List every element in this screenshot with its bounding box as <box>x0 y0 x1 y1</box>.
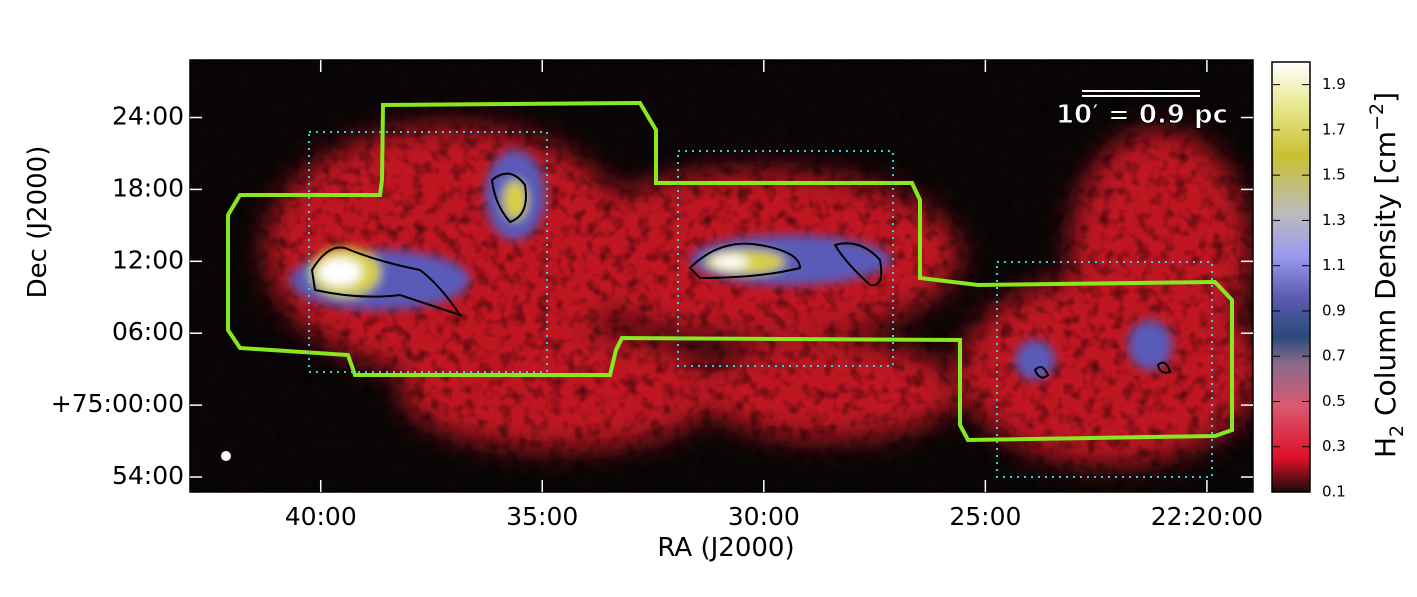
column-density-map: 10′ = 0.9 pc <box>190 60 1253 492</box>
label-part: Column Density [cm <box>1369 131 1402 425</box>
y-tick-label: 54:00 <box>112 461 184 490</box>
y-tick-label: 18:00 <box>112 173 184 202</box>
x-tick-label: 30:00 <box>728 502 800 531</box>
colorbar-tick-label: 1.9 <box>1322 75 1346 93</box>
x-tick-label: 25:00 <box>949 502 1021 531</box>
x-tick-label: 35:00 <box>506 502 578 531</box>
y-tick-label: 12:00 <box>112 245 184 274</box>
scale-bar-label: 10′ = 0.9 pc <box>1056 100 1228 130</box>
colorbar-tick-label: 0.1 <box>1322 483 1346 501</box>
colorbar-tick-label: 1.7 <box>1322 120 1346 138</box>
colorbar <box>1271 61 1311 493</box>
x-axis-label: RA (J2000) <box>657 533 794 563</box>
y-axis-label: Dec (J2000) <box>23 146 53 299</box>
colorbar-tick-label: 0.7 <box>1322 347 1346 365</box>
colorbar-tick-label: 0.5 <box>1322 392 1346 410</box>
label-part: ] <box>1369 92 1402 103</box>
colorbar-tick-label: 1.1 <box>1322 256 1346 274</box>
colorbar-label: H2 Column Density [cm−2] <box>1366 92 1408 458</box>
x-tick-label: 22:20:00 <box>1151 502 1263 531</box>
colorbar-tick-label: 1.3 <box>1322 211 1346 229</box>
y-tick-label: 24:00 <box>112 102 184 131</box>
label-subscript: 2 <box>1386 425 1408 437</box>
y-tick-label: +75:00:00 <box>51 389 184 418</box>
colorbar-tick-label: 1.5 <box>1322 166 1346 184</box>
colorbar-tick-label: 0.3 <box>1322 437 1346 455</box>
colorbar-tick-label: 0.9 <box>1322 301 1346 319</box>
label-superscript: −2 <box>1366 103 1388 131</box>
y-tick-label: 06:00 <box>112 317 184 346</box>
label-part: H <box>1369 437 1402 458</box>
x-tick-label: 40:00 <box>285 502 357 531</box>
plot-frame <box>189 59 1254 493</box>
